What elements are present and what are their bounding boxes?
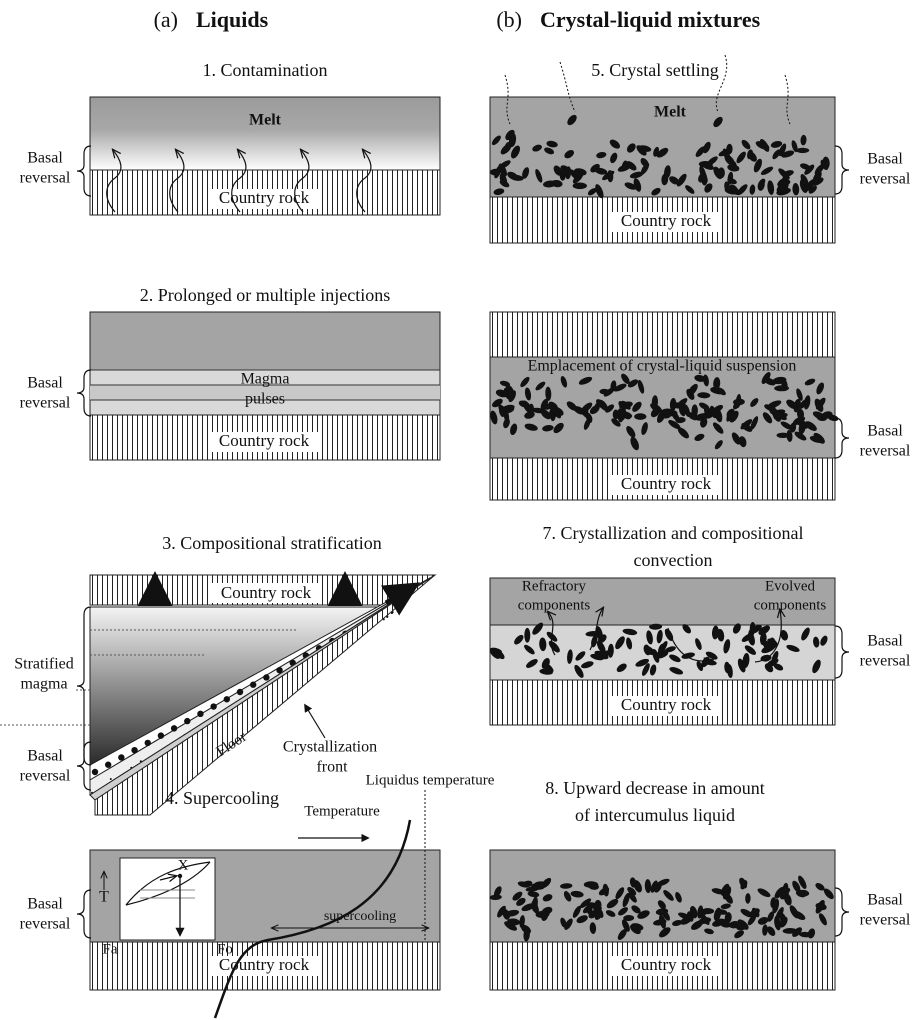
side-label: reversal: [860, 171, 911, 188]
refractory-label: Refractory: [522, 578, 587, 594]
crystal: [145, 740, 151, 746]
column-title: Liquids: [196, 7, 269, 32]
side-label: Basal: [867, 151, 903, 168]
side-label: Basal: [867, 892, 903, 909]
side-label: Basal: [27, 375, 63, 392]
crystal: [634, 413, 646, 420]
side-label: reversal: [860, 653, 911, 670]
rock-label: Country rock: [621, 695, 712, 714]
crystal: [595, 900, 602, 910]
x-label: X: [178, 857, 189, 873]
panel-title: 4. Supercooling: [165, 788, 279, 808]
crystal: [524, 628, 530, 643]
crystal: [105, 762, 111, 768]
panel-title: of intercumulus liquid: [575, 805, 735, 825]
crystal: [718, 167, 725, 178]
crystal: [171, 725, 177, 731]
country-rock: [490, 312, 835, 357]
crystal: [777, 433, 790, 438]
pulses-label: pulses: [245, 391, 285, 408]
panel-title: 3. Compositional stratification: [162, 533, 381, 553]
side-label: Basal: [27, 748, 63, 765]
brace: [77, 146, 91, 196]
column-label: (a): [154, 7, 178, 32]
rock-label: Country rock: [221, 583, 312, 602]
crystal: [237, 689, 243, 695]
column-title: Crystal-liquid mixtures: [540, 7, 761, 32]
phase-diagram: [120, 858, 215, 940]
magma-label: magma: [20, 676, 67, 693]
crystal: [250, 682, 256, 688]
brace: [835, 888, 849, 936]
magma-label: Stratified: [14, 656, 74, 673]
rock-label: Country rock: [621, 955, 712, 974]
pulses-label: Magma: [241, 371, 290, 388]
crystal: [158, 732, 164, 738]
rock-label: Country rock: [621, 211, 712, 230]
t-label: T: [99, 889, 109, 906]
evolved-label: Evolved: [765, 578, 815, 594]
crystal: [263, 674, 269, 680]
side-label: Basal: [27, 150, 63, 167]
suspension-label: Emplacement of crystal-liquid suspension: [528, 358, 797, 375]
brace: [77, 370, 91, 416]
panel-title: 2. Prolonged or multiple injections: [140, 285, 390, 305]
side-label: reversal: [20, 916, 71, 933]
panel-title: 1. Contamination: [203, 60, 328, 80]
point: [178, 874, 182, 878]
crystal: [796, 148, 809, 153]
melt-label: Melt: [654, 104, 687, 121]
brace: [835, 418, 849, 458]
front-pointer: [305, 705, 325, 738]
crystal: [110, 778, 112, 780]
crystal: [131, 747, 137, 753]
panel-title: convection: [634, 550, 713, 570]
panel-title: 8. Upward decrease in amount: [545, 778, 764, 798]
panel-title: 5. Crystal settling: [591, 60, 719, 80]
rock-label: Country rock: [219, 431, 310, 450]
side-label: reversal: [860, 443, 911, 460]
crystal: [118, 754, 124, 760]
side-label: Basal: [867, 633, 903, 650]
side-label: reversal: [20, 170, 71, 187]
melt-layer: [90, 97, 440, 170]
side-label: Basal: [27, 896, 63, 913]
front-label: front: [316, 759, 348, 776]
crystal: [184, 718, 190, 724]
column-label: (b): [496, 7, 522, 32]
side-label: Basal: [867, 423, 903, 440]
fo-label: Fo: [217, 941, 233, 957]
evolved-label: components: [754, 597, 827, 613]
brace: [77, 607, 91, 765]
crystal: [573, 183, 587, 190]
crystal: [224, 696, 230, 702]
front-label: Crystallization: [283, 739, 377, 756]
crystal: [92, 769, 98, 775]
crystal: [210, 703, 216, 709]
fa-label: Fa: [103, 941, 118, 957]
brace: [77, 742, 91, 790]
brace: [835, 626, 849, 678]
figure: (a) Liquids (b) Crystal-liquid mixtures 1. C…: [0, 0, 913, 1020]
supercooling-label: supercooling: [324, 909, 396, 924]
brace: [77, 890, 91, 938]
side-label: reversal: [20, 768, 71, 785]
temperature-label: Temperature: [304, 803, 380, 819]
side-label: reversal: [860, 912, 911, 929]
crystal: [584, 881, 598, 888]
melt-layer: [90, 312, 440, 370]
rock-label: Country rock: [621, 474, 712, 493]
brace: [835, 146, 849, 194]
liquidus-label: Liquidus temperature: [366, 772, 495, 788]
panel-title: 7. Crystallization and compositional: [543, 523, 804, 543]
crystal: [197, 711, 203, 717]
side-label: reversal: [20, 395, 71, 412]
melt-label: Melt: [249, 112, 282, 129]
refractory-label: components: [518, 597, 591, 613]
